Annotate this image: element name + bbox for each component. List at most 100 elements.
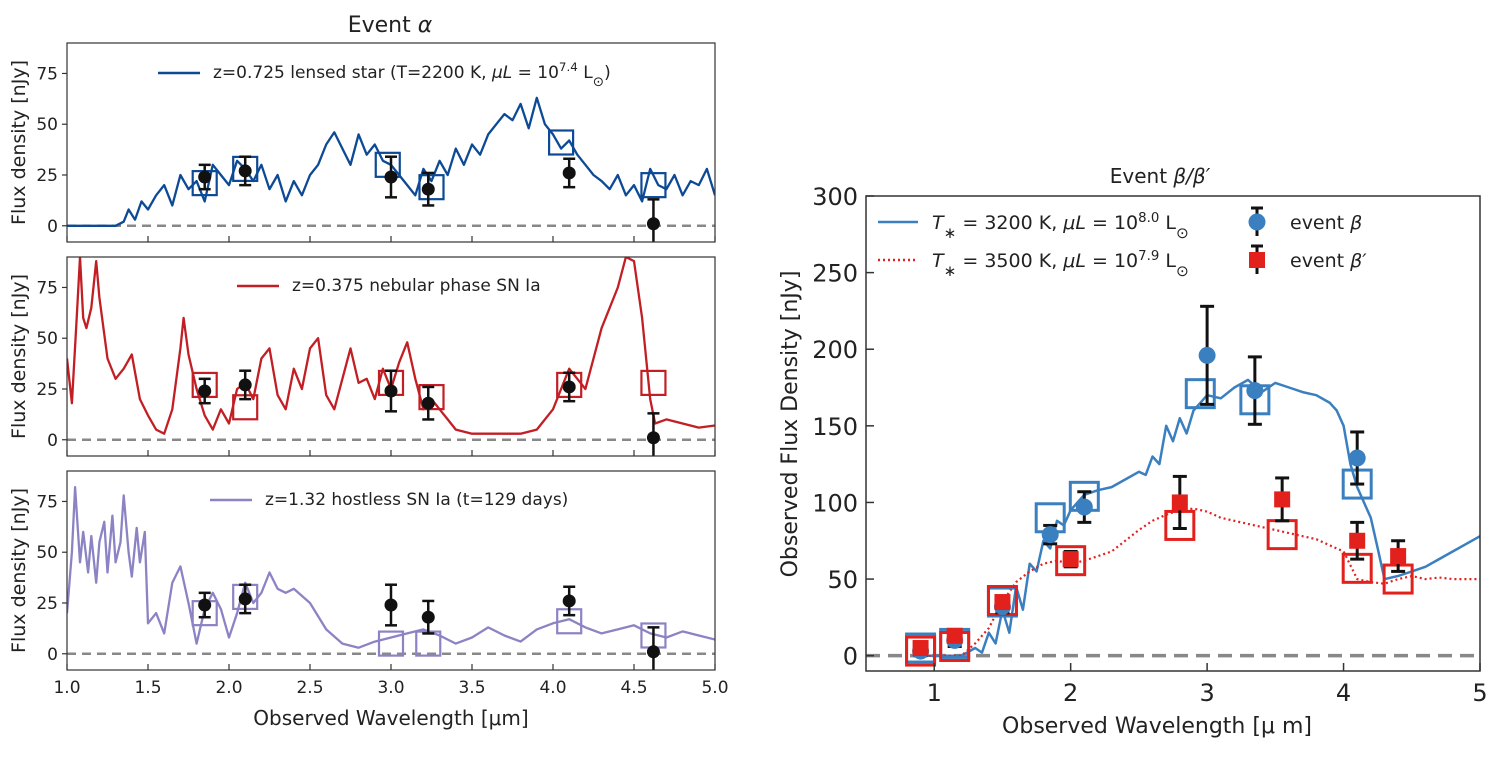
data-point — [421, 610, 435, 624]
beta-ylabel: Observed Flux Density [nJy] — [778, 271, 803, 578]
legend-label: z=1.32 hostless SN Ia (t=129 days) — [265, 490, 568, 510]
data-point — [646, 431, 660, 445]
data-point — [421, 182, 435, 196]
data-point — [562, 166, 576, 180]
legend-marker-label: event β — [1290, 212, 1362, 234]
data-point — [646, 645, 660, 659]
synthetic-photometry-box — [640, 369, 667, 396]
synthetic-photometry-box — [547, 129, 575, 156]
chart-event-beta: Event β/β′ 0 50 100 150 200 250 300 1 2 3 4 5 T∗ = 3… — [778, 164, 1488, 739]
x-tick-label: 4 — [1336, 679, 1351, 707]
alpha-panel-nebular-sn: 0 25 50 75 Flux density [nJy] z=0.375 nebular… — [8, 256, 716, 457]
legend-label: z=0.375 nebular phase SN Ia — [292, 276, 541, 296]
synthetic-photometry-box — [418, 384, 445, 411]
beta-plot-area — [866, 304, 1480, 667]
x-tick-label: 2 — [1063, 679, 1078, 707]
synthetic-photometry-box — [1055, 545, 1087, 577]
data-point — [646, 217, 660, 231]
data-point — [562, 594, 576, 608]
axes-frame — [865, 195, 1481, 672]
y-tick-label: 0 — [843, 643, 858, 671]
x-tick-label: 5 — [1472, 679, 1487, 707]
x-tick-label: 3 — [1199, 679, 1214, 707]
legend-label: T∗ = 3500 K, μL = 107.9 L⊙ — [932, 249, 1189, 281]
model-line-3500k — [913, 507, 1480, 657]
data-point-beta — [1246, 382, 1264, 400]
beta-title: Event β/β′ — [1110, 164, 1211, 188]
data-point — [198, 384, 212, 398]
x-tick-label: 4.0 — [539, 678, 566, 698]
synthetic-photometry-box — [377, 630, 405, 657]
legend-label: z=0.725 lensed star (T=2200 K, μL = 107.… — [213, 60, 611, 90]
synthetic-photometry-box — [640, 172, 667, 199]
legend-marker-label: event β′ — [1290, 250, 1367, 272]
model-line-3200k — [913, 378, 1480, 657]
y-axis-label: Flux density [nJy] — [8, 488, 30, 653]
data-point — [238, 164, 252, 178]
y-tick-label: 25 — [36, 166, 58, 186]
data-point-beta-prime — [1062, 551, 1079, 568]
legend-label: T∗ = 3200 K, μL = 108.0 L⊙ — [932, 211, 1189, 243]
y-tick-label: 50 — [36, 543, 58, 563]
alpha-panel-lensed-star: 0 25 50 75 Flux density [nJy] z=0.725 lensed … — [8, 42, 716, 243]
y-tick-label: 0 — [47, 645, 58, 665]
y-tick-label: 25 — [36, 594, 58, 614]
y-tick-label: 50 — [827, 566, 858, 594]
y-tick-label: 250 — [812, 260, 858, 288]
data-point-beta — [1348, 449, 1366, 467]
beta-xlabel: Observed Wavelength [μ m] — [1002, 714, 1312, 739]
synthetic-photometry-box — [418, 174, 445, 201]
x-tick-label: 2.5 — [296, 678, 323, 698]
data-point — [384, 384, 398, 398]
y-tick-label: 100 — [812, 489, 858, 517]
data-point-beta — [1041, 526, 1059, 544]
y-tick-label: 50 — [36, 115, 58, 135]
alpha-xlabel: Observed Wavelength [μm] — [253, 706, 528, 730]
beta-plot: 0 50 100 150 200 250 300 1 2 3 4 5 T∗ = 3200 K, μL =… — [812, 183, 1487, 707]
alpha-plot-area — [67, 96, 715, 242]
data-point-beta-prime — [1274, 491, 1291, 508]
legend-marker — [1248, 213, 1266, 231]
alpha-plot-area — [67, 486, 715, 670]
model-line — [67, 257, 715, 435]
y-tick-label: 200 — [812, 336, 858, 364]
y-tick-label: 25 — [36, 380, 58, 400]
y-tick-label: 0 — [47, 431, 58, 451]
model-line — [67, 486, 715, 649]
y-tick-label: 0 — [47, 217, 58, 237]
y-tick-label: 300 — [812, 183, 858, 211]
alpha-panel-hostless-sn: 0 25 50 75 1.0 1.5 2.0 2.5 3.0 3.5 4.0 4.5 5.0 Flux d… — [8, 470, 729, 698]
legend-marker — [1249, 252, 1265, 268]
alpha-title: Event α — [348, 13, 433, 38]
data-point — [198, 598, 212, 612]
x-tick-label: 3.5 — [458, 678, 485, 698]
data-point — [238, 592, 252, 606]
data-point — [238, 378, 252, 392]
y-tick-label: 75 — [36, 278, 58, 298]
y-axis-label: Flux density [nJy] — [8, 60, 30, 225]
y-tick-label: 50 — [36, 329, 58, 349]
x-tick-label: 5.0 — [701, 678, 728, 698]
x-tick-label: 3.0 — [377, 678, 404, 698]
data-point — [384, 598, 398, 612]
data-point-beta — [1198, 346, 1216, 364]
y-axis-label: Flux density [nJy] — [8, 274, 30, 439]
x-tick-label: 2.0 — [215, 678, 242, 698]
y-tick-label: 75 — [36, 492, 58, 512]
data-point-beta-prime — [994, 594, 1011, 611]
data-point-beta-prime — [1390, 548, 1407, 565]
data-point — [384, 170, 398, 184]
data-point-beta-prime — [912, 640, 929, 657]
synthetic-photometry-box — [905, 635, 937, 667]
data-point-beta — [1075, 498, 1093, 516]
x-tick-label: 1.5 — [134, 678, 161, 698]
y-tick-label: 75 — [36, 64, 58, 84]
chart-event-alpha: Event α 0 25 50 75 Flux density [nJy] z=0.725… — [8, 13, 729, 730]
synthetic-photometry-box — [1184, 378, 1216, 410]
data-point-beta-prime — [946, 627, 963, 644]
data-point — [198, 170, 212, 184]
x-tick-label: 1 — [927, 679, 942, 707]
alpha-plot-area — [67, 257, 715, 456]
data-point-beta-prime — [1349, 532, 1366, 549]
